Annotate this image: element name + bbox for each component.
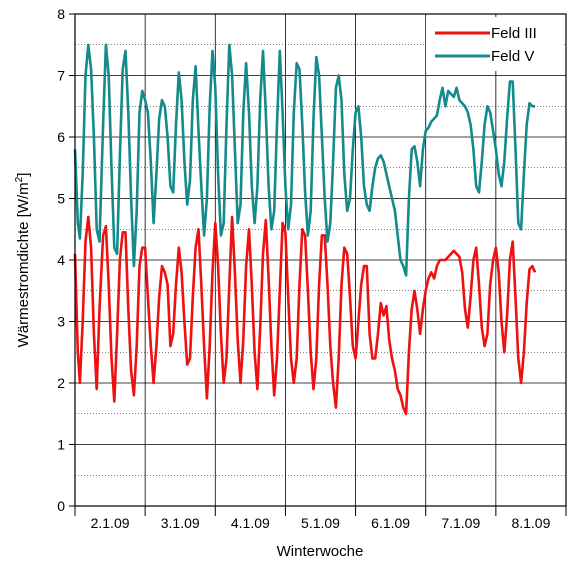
x-tick-label: 3.1.09 — [161, 515, 200, 531]
y-tick-label: 1 — [57, 437, 65, 453]
legend-label-feld-v: Feld V — [491, 48, 534, 65]
series-line-feld-v — [73, 43, 536, 277]
plot-frame — [74, 13, 567, 507]
x-tick-label: 6.1.09 — [371, 515, 410, 531]
y-tick-label: 6 — [57, 129, 65, 145]
x-tick-label: 2.1.09 — [91, 515, 130, 531]
y-tick-label: 0 — [57, 498, 65, 514]
y-tick-label: 7 — [57, 68, 65, 84]
y-tick-label: 8 — [57, 6, 65, 22]
y-tick-label: 2 — [57, 375, 65, 391]
y-tick-label: 4 — [57, 252, 65, 268]
y-tick-label: 5 — [57, 191, 65, 207]
x-tick-label: 8.1.09 — [511, 515, 550, 531]
x-tick-label: 4.1.09 — [231, 515, 270, 531]
y-axis-label: Wärmestromdichte [W/m2] — [14, 173, 32, 348]
y-axis-ticks: 0 1 2 3 4 5 6 7 8 — [57, 6, 75, 514]
x-tick-label: 5.1.09 — [301, 515, 340, 531]
x-axis-ticks: 2.1.09 3.1.09 4.1.09 5.1.09 6.1.09 7.1.09 8.1.… — [74, 506, 567, 531]
x-axis-label: Winterwoche — [277, 543, 364, 560]
legend: Feld III Feld V — [426, 17, 564, 71]
y-tick-label: 3 — [57, 314, 65, 330]
series-line-feld-iii — [73, 215, 537, 416]
x-tick-label: 7.1.09 — [441, 515, 480, 531]
series — [73, 43, 537, 416]
legend-box — [426, 17, 564, 71]
legend-label-feld-iii: Feld III — [491, 25, 537, 42]
